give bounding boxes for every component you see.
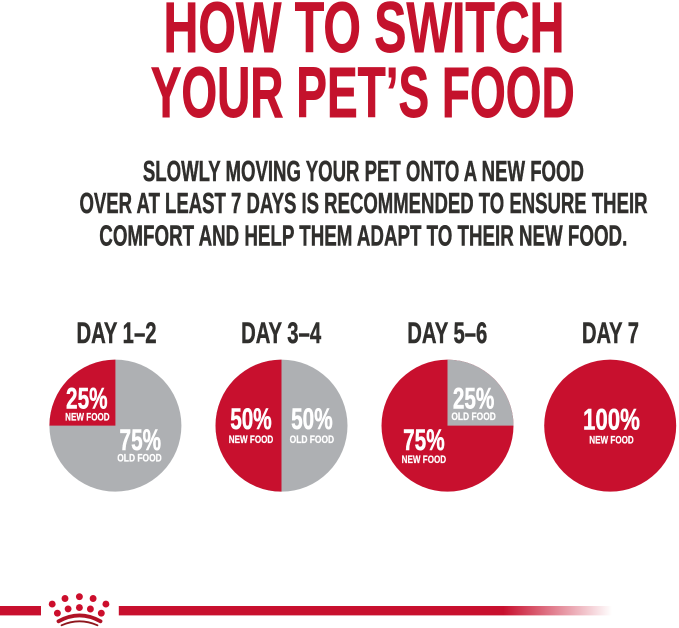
svg-text:NEW FOOD: NEW FOOD [402,454,447,466]
svg-text:HOW TO SWITCH: HOW TO SWITCH [164,0,565,68]
svg-text:OLD FOOD: OLD FOOD [117,453,162,465]
svg-text:SLOWLY MOVING YOUR PET ONTO A: SLOWLY MOVING YOUR PET ONTO A NEW FOOD [143,156,584,188]
svg-text:COMFORT AND HELP THEM ADAPT TO: COMFORT AND HELP THEM ADAPT TO THEIR NEW… [99,221,627,253]
svg-text:50%: 50% [230,403,272,436]
svg-text:50%: 50% [291,403,333,436]
svg-text:75%: 75% [120,424,162,457]
svg-text:NEW FOOD: NEW FOOD [65,412,110,424]
svg-text:DAY 7: DAY 7 [582,317,639,350]
svg-text:NEW FOOD: NEW FOOD [589,435,634,447]
svg-text:25%: 25% [66,383,108,416]
svg-text:YOUR PET’S FOOD: YOUR PET’S FOOD [151,54,575,133]
svg-text:OVER AT LEAST 7 DAYS IS RECOMM: OVER AT LEAST 7 DAYS IS RECOMMENDED TO E… [80,188,648,220]
svg-text:OLD FOOD: OLD FOOD [290,434,335,446]
svg-text:25%: 25% [453,383,495,416]
svg-text:DAY 1–2: DAY 1–2 [77,317,157,350]
svg-text:75%: 75% [403,424,445,457]
svg-text:DAY 5–6: DAY 5–6 [407,317,487,350]
svg-text:100%: 100% [583,404,640,437]
svg-text:DAY 3–4: DAY 3–4 [241,317,321,350]
svg-text:NEW FOOD: NEW FOOD [229,434,274,446]
svg-text:OLD FOOD: OLD FOOD [451,411,496,423]
